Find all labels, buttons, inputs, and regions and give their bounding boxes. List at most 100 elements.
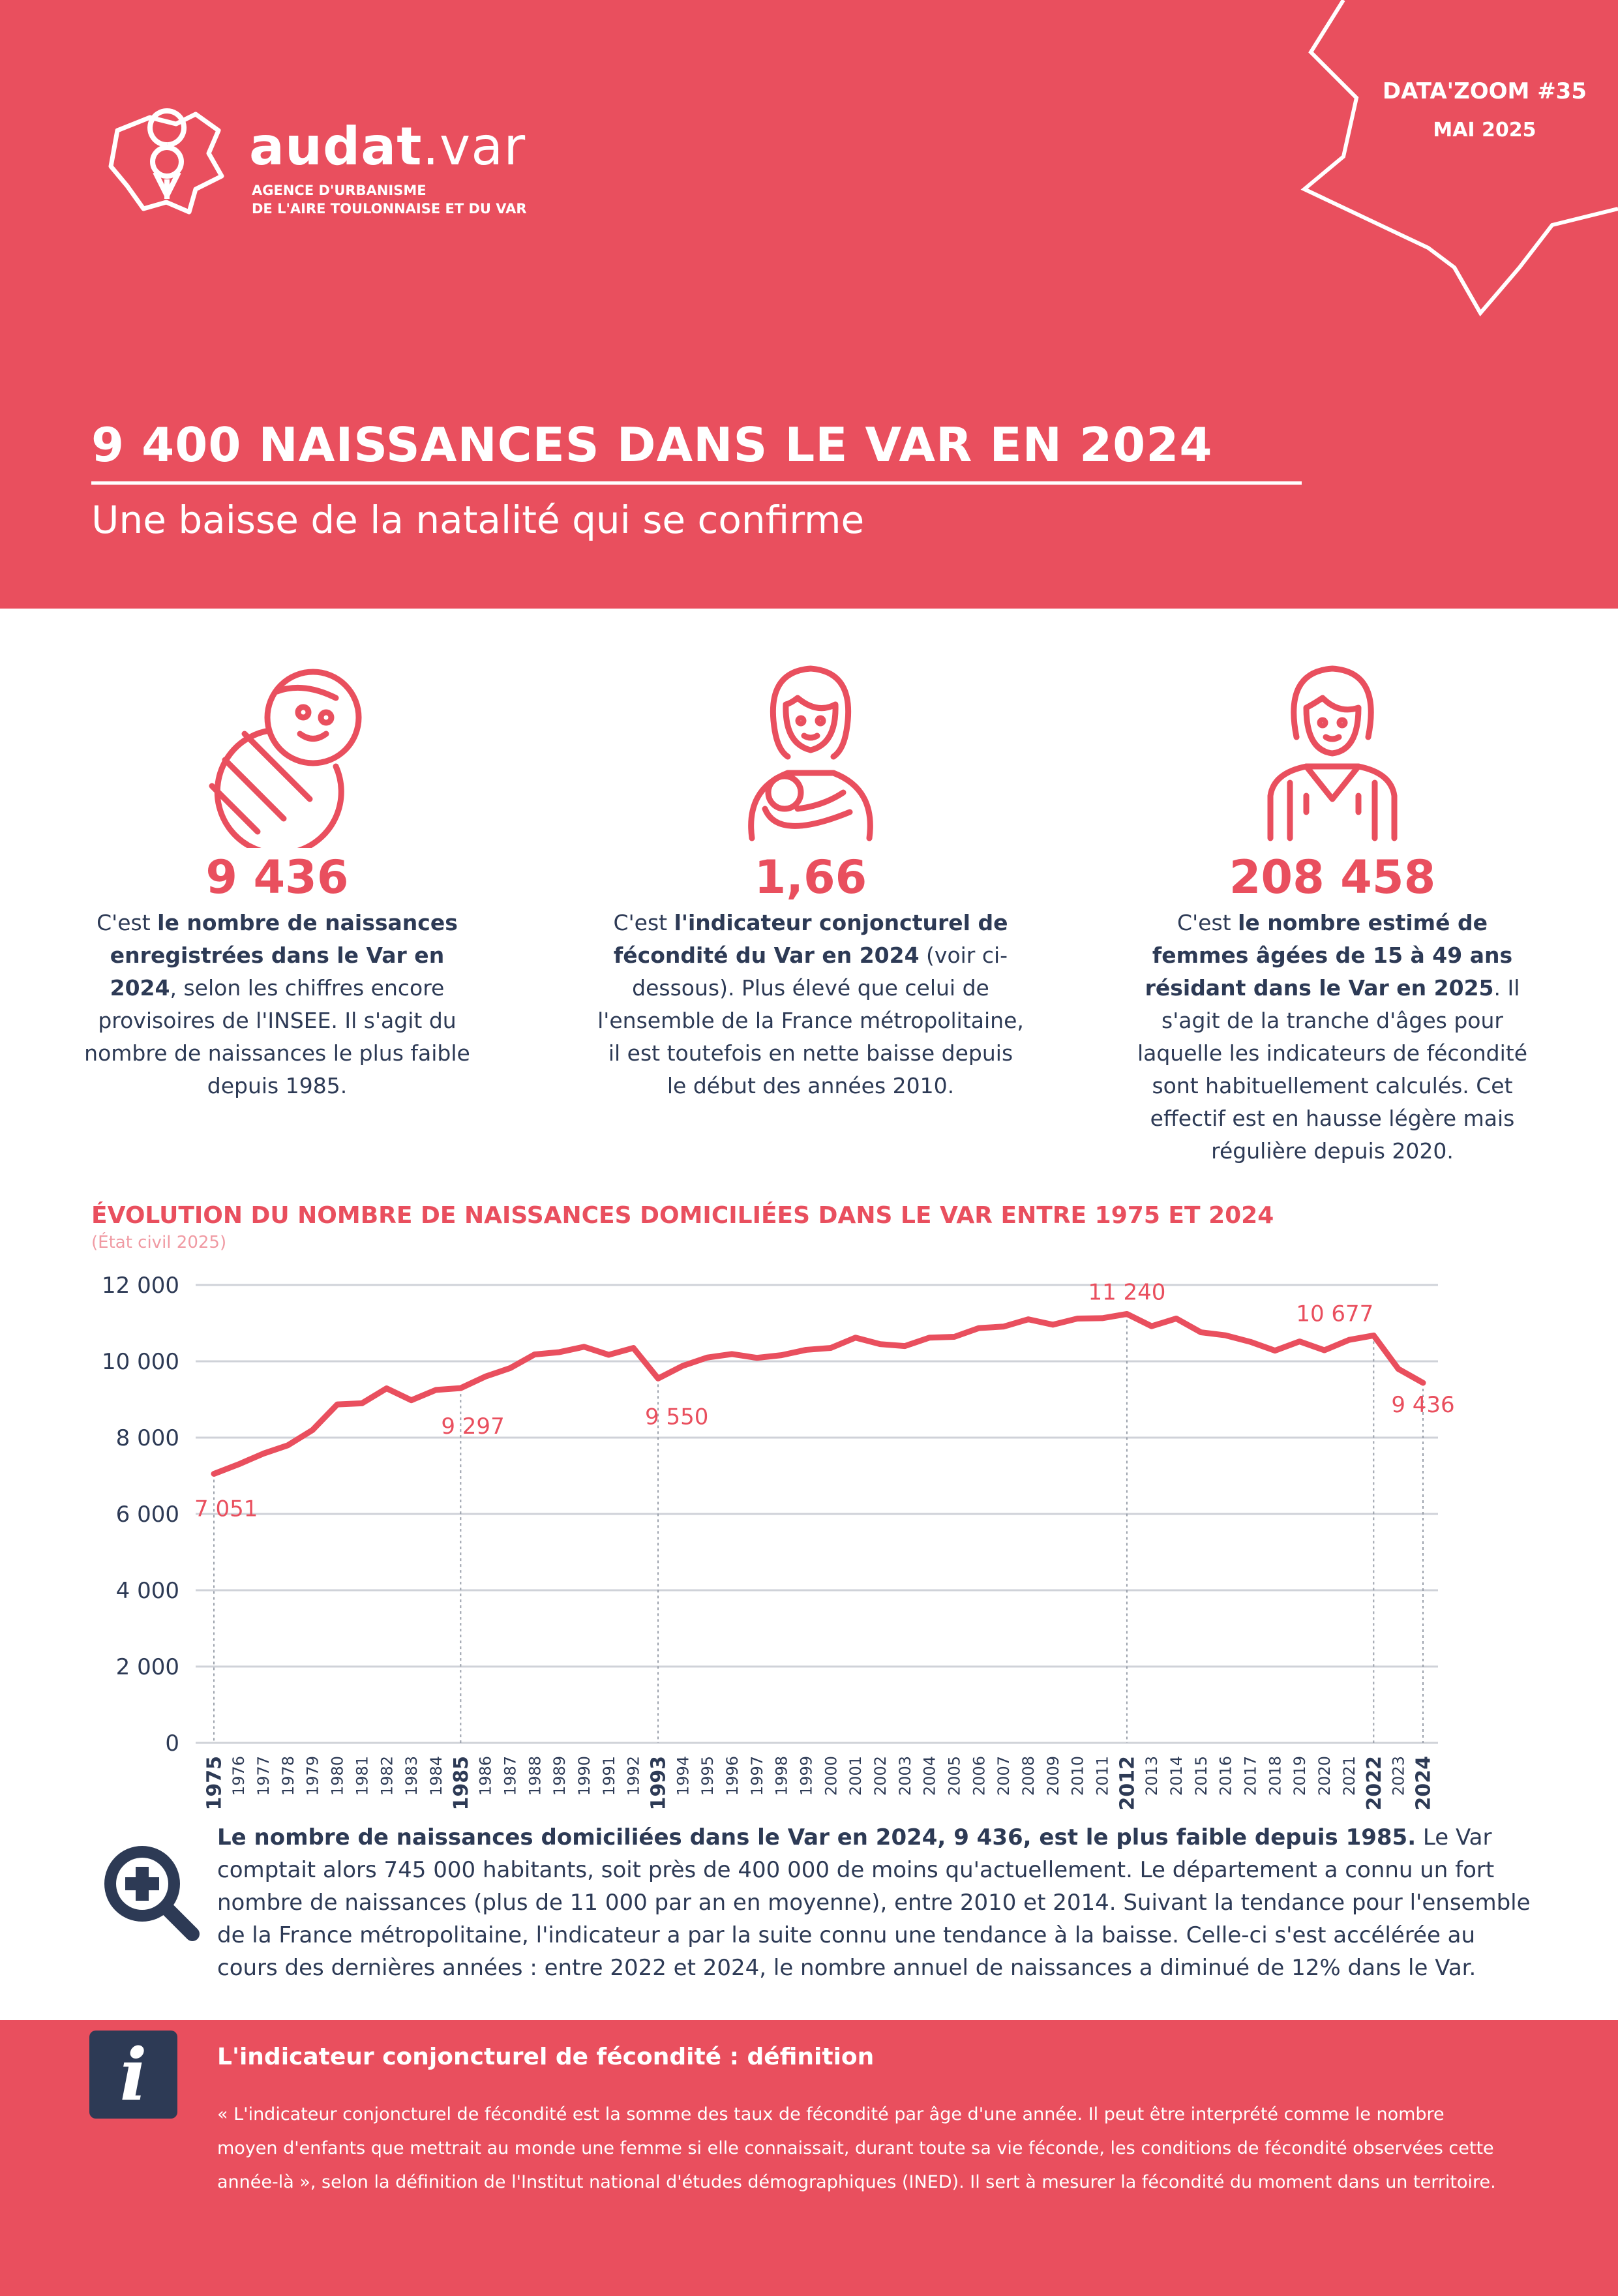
x-tick-label: 1999	[797, 1756, 815, 1796]
data-point	[953, 1336, 955, 1338]
x-tick-label: 2016	[1217, 1756, 1235, 1796]
x-tick-label: 2019	[1291, 1756, 1309, 1796]
x-tick-label: 1988	[526, 1756, 544, 1796]
data-point	[608, 1354, 610, 1356]
x-tick-label: 2012	[1116, 1756, 1139, 1811]
data-point	[1323, 1350, 1325, 1352]
info-icon: i	[89, 2031, 177, 2119]
x-tick-label: 2001	[846, 1756, 865, 1796]
x-tick-label: 2009	[1044, 1756, 1062, 1796]
data-label: 7 051	[194, 1496, 258, 1522]
data-point	[583, 1346, 585, 1348]
x-tick-label: 1975	[203, 1756, 226, 1811]
y-tick-label: 12 000	[102, 1273, 179, 1299]
data-point	[312, 1429, 314, 1431]
x-tick-label: 1998	[773, 1756, 791, 1796]
x-tick-label: 2003	[896, 1756, 914, 1796]
chart-source: (État civil 2025)	[91, 1233, 227, 1252]
data-point	[1126, 1313, 1128, 1315]
stat-value: 208 458	[1229, 851, 1436, 904]
data-point	[805, 1349, 807, 1351]
x-tick-label: 2004	[921, 1756, 939, 1796]
x-tick-label: 2015	[1192, 1756, 1210, 1796]
data-point	[262, 1453, 264, 1455]
x-tick-label: 1983	[402, 1756, 421, 1796]
x-tick-label: 2014	[1167, 1756, 1186, 1796]
data-point	[706, 1357, 708, 1359]
stat-women: 208 458 C'est le nombre estimé de femmes…	[1071, 652, 1593, 1168]
data-point	[657, 1378, 659, 1380]
x-tick-label: 2008	[1019, 1756, 1038, 1796]
x-tick-label: 2010	[1069, 1756, 1087, 1796]
data-point	[337, 1404, 338, 1406]
x-tick-label: 2005	[946, 1756, 964, 1796]
x-tick-label: 1997	[748, 1756, 766, 1796]
data-label: 9 550	[645, 1404, 708, 1430]
data-point	[460, 1387, 462, 1389]
woman-icon	[1267, 665, 1398, 841]
stat-description: C'est le nombre de naissances enregistré…	[84, 910, 470, 1098]
data-point	[485, 1376, 487, 1378]
data-point	[509, 1367, 511, 1369]
data-point	[237, 1463, 239, 1465]
x-tick-label: 1995	[698, 1756, 717, 1796]
x-tick-label: 1990	[575, 1756, 593, 1796]
x-tick-label: 2021	[1340, 1756, 1358, 1796]
stat-value: 1,66	[754, 851, 867, 904]
x-tick-label: 1980	[329, 1756, 347, 1796]
x-tick-label: 1996	[723, 1756, 742, 1796]
stat-description: C'est l'indicateur conjoncturel de fécon…	[597, 910, 1024, 1098]
chart-title: ÉVOLUTION DU NOMBRE DE NAISSANCES DOMICI…	[91, 1202, 1274, 1229]
x-tick-label: 1989	[550, 1756, 569, 1796]
x-tick-label: 1977	[254, 1756, 273, 1796]
data-point	[361, 1402, 363, 1404]
data-point	[1200, 1331, 1202, 1333]
x-tick-label: 2024	[1413, 1756, 1435, 1811]
y-tick-label: 6 000	[116, 1502, 179, 1528]
data-point	[1373, 1335, 1375, 1337]
data-point	[1101, 1317, 1103, 1319]
data-point	[1348, 1339, 1350, 1341]
data-point	[781, 1354, 783, 1356]
x-tick-label: 1979	[304, 1756, 322, 1796]
x-tick-label: 1982	[378, 1756, 396, 1796]
title-divider	[91, 481, 1302, 485]
logo-subtitle-2: DE L'AIRE TOULONNAISE ET DU VAR	[252, 201, 527, 217]
x-tick-label: 2022	[1363, 1756, 1386, 1811]
data-point	[929, 1337, 931, 1338]
data-point	[1250, 1341, 1251, 1343]
x-tick-label: 2006	[970, 1756, 988, 1796]
x-tick-label: 1993	[648, 1756, 670, 1811]
y-tick-label: 0	[165, 1730, 179, 1757]
x-tick-label: 1985	[450, 1756, 473, 1811]
data-point	[1274, 1350, 1276, 1352]
x-tick-label: 2017	[1242, 1756, 1260, 1796]
x-tick-label: 2011	[1094, 1756, 1112, 1796]
data-point	[287, 1444, 289, 1446]
stat-description: C'est le nombre estimé de femmes âgées d…	[1137, 910, 1528, 1164]
x-tick-label: 1992	[625, 1756, 643, 1796]
data-point	[435, 1389, 437, 1391]
data-point	[1077, 1318, 1079, 1320]
data-point	[1150, 1325, 1152, 1327]
x-tick-label: 2020	[1315, 1756, 1334, 1796]
data-point	[1002, 1325, 1004, 1327]
x-tick-label: 2002	[871, 1756, 890, 1796]
stat-fertility: 1,66 C'est l'indicateur conjoncturel de …	[550, 652, 1071, 1102]
data-point	[978, 1327, 980, 1329]
births-line-chart: 0 2 000 4 000 6 000 8 000 10 000 12 000 7 051 9 …	[102, 1273, 1455, 1811]
logo-wordmark: audat.var	[249, 116, 526, 177]
data-point	[213, 1473, 215, 1475]
baby-icon	[209, 669, 362, 848]
mother-child-icon	[748, 665, 873, 841]
decorative-lines	[1300, 0, 1618, 317]
audat-logo: audat.var AGENCE D'URBANISME DE L'AIRE T…	[104, 104, 574, 228]
data-point	[633, 1347, 635, 1349]
issue-date: MAI 2025	[1433, 119, 1536, 142]
data-point	[756, 1357, 758, 1359]
data-label: 10 677	[1296, 1301, 1373, 1327]
header-banner: audat.var AGENCE D'URBANISME DE L'AIRE T…	[0, 0, 1618, 609]
data-point	[731, 1353, 733, 1355]
data-label: 11 240	[1088, 1279, 1165, 1305]
definition-text: « L'indicateur conjoncturel de fécondité…	[217, 2104, 1496, 2192]
